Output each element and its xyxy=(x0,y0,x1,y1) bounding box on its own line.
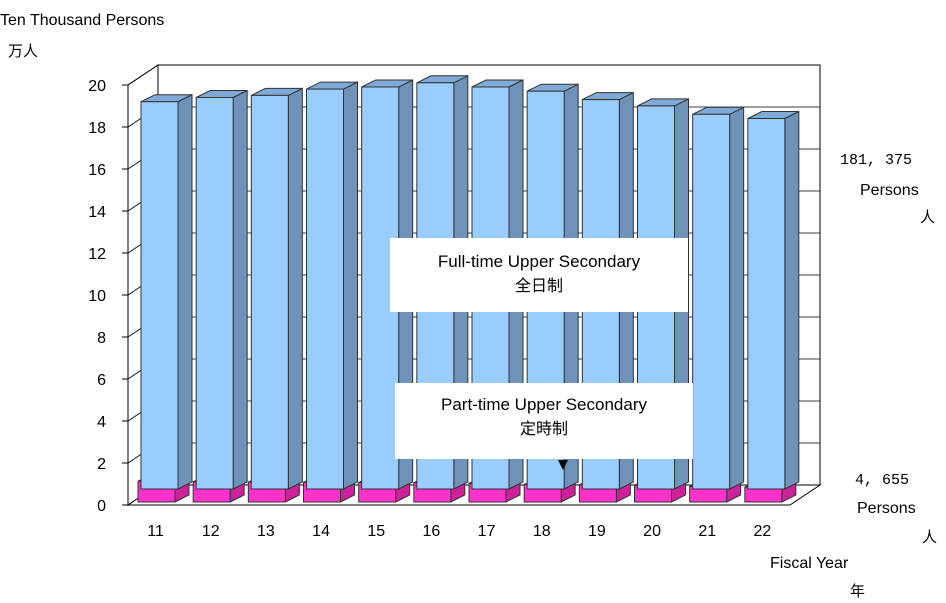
fulltime-bar xyxy=(692,106,745,490)
y-tick-label: 20 xyxy=(88,78,106,95)
parttime-total-unit-ja: 人 xyxy=(922,528,938,546)
x-axis-label-en: Fiscal Year xyxy=(770,555,849,572)
fulltime-total-value: 181, 375 xyxy=(840,152,913,169)
x-tick-label: 13 xyxy=(257,523,275,540)
y-tick-label: 4 xyxy=(97,414,106,431)
y-tick-label: 14 xyxy=(88,204,106,221)
parttime-total-value: 4, 655 xyxy=(855,472,910,489)
y-axis-label-ja: 万人 xyxy=(8,42,39,60)
pointer-arrow-icon xyxy=(558,460,568,470)
fulltime-bar xyxy=(140,93,193,490)
x-axis-ticks: 11 12 13 14 15 16 17 18 19 20 21 22 xyxy=(147,523,771,540)
x-tick-label: 15 xyxy=(367,523,385,540)
x-tick-label: 16 xyxy=(423,523,441,540)
y-tick-label: 0 xyxy=(97,498,106,515)
parttime-series-label: Part-time Upper Secondary 定時制 xyxy=(395,383,693,459)
y-tick-label: 10 xyxy=(88,288,106,305)
x-tick-label: 21 xyxy=(698,523,716,540)
y-tick-label: 12 xyxy=(88,246,106,263)
fulltime-series-label: Full-time Upper Secondary 全日制 xyxy=(390,238,688,312)
x-tick-label: 20 xyxy=(643,523,661,540)
fulltime-bar xyxy=(195,89,248,490)
fulltime-bar xyxy=(306,81,358,490)
y-tick-label: 18 xyxy=(88,120,106,137)
y-axis-label-en: Ten Thousand Persons xyxy=(0,12,165,29)
y-tick-label: 16 xyxy=(88,162,106,179)
y-tick-label: 8 xyxy=(97,330,106,347)
y-tick-label: 2 xyxy=(97,456,106,473)
x-tick-label: 11 xyxy=(147,523,164,540)
fulltime-total-unit-ja: 人 xyxy=(920,208,936,226)
x-tick-label: 19 xyxy=(588,523,606,540)
parttime-total-unit-en: Persons xyxy=(857,500,916,517)
x-axis-label-ja: 年 xyxy=(850,582,866,600)
parttime-label-en: Part-time Upper Secondary xyxy=(441,395,647,414)
parttime-label-ja: 定時制 xyxy=(519,419,568,438)
x-tick-label: 12 xyxy=(202,523,220,540)
x-tick-label: 22 xyxy=(754,523,772,540)
fulltime-bar xyxy=(250,87,303,490)
fulltime-total-unit-en: Persons xyxy=(860,182,919,199)
fulltime-label-ja: 全日制 xyxy=(514,276,563,295)
x-tick-label: 14 xyxy=(312,523,330,540)
x-tick-label: 17 xyxy=(478,523,496,540)
fulltime-label-en: Full-time Upper Secondary xyxy=(437,252,641,271)
y-tick-label: 6 xyxy=(97,372,106,389)
fulltime-bar xyxy=(747,110,800,490)
x-tick-label: 18 xyxy=(533,523,551,540)
gridline xyxy=(127,64,820,86)
